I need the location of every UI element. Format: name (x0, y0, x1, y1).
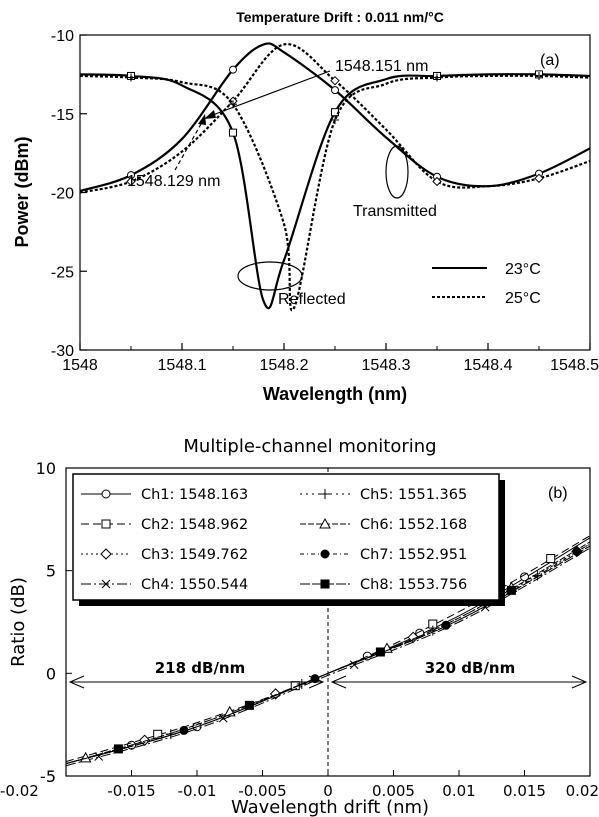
chart-b-point (319, 517, 331, 529)
chart-b-ticks: -0.02 -0.015 -0.01 -0.005 0 0.005 0.01 0.015 0.0… (0, 459, 599, 800)
chart-b-series-line (65, 547, 591, 767)
chart-b-xtick-label: -0.005 (238, 782, 286, 800)
reflected-marker-ellipse (237, 261, 303, 291)
chart-a-series (79, 42, 591, 312)
chart-b-xtick-label: 0.01 (442, 782, 475, 800)
chart-a-point (331, 116, 339, 125)
chart-a-ytick-label: -30 (51, 343, 74, 360)
legend-label: Ch6: 1552.168 (360, 517, 467, 533)
chart-a-ticks: 1548 1548.1 1548.2 1548.3 1548.4 1548.5 -10 -15… (51, 28, 599, 374)
chart-b-xtick-label: 0.005 (372, 782, 415, 800)
chart-a-point (126, 176, 136, 187)
chart-a-xtick-label: 1548 (62, 357, 98, 374)
chart-b-point (113, 744, 123, 754)
chart-b-panel-label: (b) (548, 485, 568, 502)
chart-a-xtick-label: 1548.3 (362, 357, 411, 374)
chart-b-point (101, 519, 111, 529)
chart-a-point (535, 71, 543, 80)
chart-b-point (101, 579, 111, 589)
chart-b-series (65, 535, 591, 767)
chart-a-series-line (79, 74, 591, 312)
chart-a-ylabel: Power (dBm) (12, 136, 32, 247)
chart-b-xtick-label: -0.02 (0, 782, 39, 800)
annotation-1548-129: 1548.129 nm (127, 173, 220, 190)
chart-a-point (432, 176, 442, 187)
chart-a-point (127, 73, 135, 82)
chart-a-ytick-label: -20 (51, 186, 74, 203)
chart-b-point (506, 585, 516, 595)
chart-a-point (229, 65, 237, 74)
chart-b-xtick-label: -0.015 (107, 782, 155, 800)
chart-a-title: Temperature Drift : 0.011 nm/°C (236, 9, 444, 25)
chart-b-ytick-label: 5 (46, 562, 56, 581)
annotation-transmitted: Transmitted (353, 203, 437, 220)
chart-a-series-line (79, 73, 591, 310)
chart-a-point (534, 173, 544, 184)
chart-a-point (229, 128, 237, 137)
arrowhead-1548-151 (204, 110, 216, 119)
chart-b-point (101, 489, 111, 499)
chart-a-point (331, 86, 339, 95)
chart-b-ytick-label: -5 (40, 767, 56, 786)
chart-b-point (153, 729, 163, 739)
chart-a-point (433, 73, 441, 82)
chart-a-legend: 23°C 25°C (432, 261, 541, 307)
chart-b-point (320, 579, 330, 589)
chart-b-xlabel: Wavelength drift (nm) (231, 797, 429, 817)
chart-b-ytick-label: 0 (46, 664, 56, 683)
chart-b-point (320, 489, 330, 499)
legend-label: Ch2: 1548.962 (141, 517, 248, 533)
arrow-1548-129 (174, 116, 206, 171)
arrowhead-1548-129 (198, 114, 206, 125)
legend-label: Ch8: 1553.756 (360, 577, 467, 593)
legend-label-23c: 23°C (505, 261, 541, 278)
annotation-1548-151: 1548.151 nm (335, 58, 428, 75)
legend-label: Ch1: 1548.163 (141, 487, 248, 503)
chart-b-ytick-label: 10 (36, 459, 56, 478)
chart-b-xtick-label: 0 (323, 782, 333, 800)
chart-a-xtick-label: 1548.5 (550, 357, 599, 374)
chart-b: Multiple-channel monitoring -0.02 -0.015-… (0, 436, 599, 817)
legend-box (72, 473, 500, 601)
chart-b-point (244, 700, 254, 710)
chart-a: Temperature Drift : 0.011 nm/°C 1548 1548… (12, 9, 599, 404)
chart-a-xtick-label: 1548.1 (158, 357, 207, 374)
chart-b-title: Multiple-channel monitoring (183, 436, 436, 457)
chart-b-point (375, 647, 385, 657)
chart-a-xlabel: Wavelength (nm) (263, 384, 407, 404)
left-slope-arrow (68, 675, 325, 689)
annotation-left-slope: 218 dB/nm (155, 659, 246, 677)
chart-b-point (441, 620, 451, 630)
legend-label: Ch4: 1550.544 (141, 577, 248, 593)
legend-label: Ch3: 1549.762 (141, 547, 248, 563)
chart-b-xtick-label: 0.015 (503, 782, 546, 800)
chart-b-point (320, 549, 330, 559)
chart-b-xtick-label: 0.02 (566, 782, 599, 800)
chart-a-ytick-label: -25 (51, 264, 74, 281)
chart-b-ylabel: Ratio (dB) (8, 577, 29, 667)
transmitted-marker-ellipse (385, 145, 409, 199)
chart-b-point (179, 725, 189, 735)
arrow-1548-151 (209, 70, 331, 117)
chart-a-panel-label: (a) (540, 52, 560, 69)
chart-a-series-line (79, 43, 591, 194)
chart-a-ytick-label: -15 (51, 107, 74, 124)
chart-a-xtick-label: 1548.4 (464, 357, 513, 374)
chart-a-xtick-label: 1548.2 (260, 357, 309, 374)
legend-label: Ch5: 1551.365 (360, 487, 467, 503)
chart-b-xtick-label: -0.01 (178, 782, 217, 800)
right-slope-arrow (330, 675, 588, 689)
chart-a-ytick-label: -10 (51, 28, 74, 45)
legend-label-25c: 25°C (505, 290, 541, 307)
chart-b-point (546, 554, 556, 564)
chart-a-point (330, 75, 340, 86)
chart-b-legend: Ch1: 1548.163 Ch2: 1548.962 Ch3: 1549.762 C… (72, 473, 505, 606)
annotation-reflected: Reflected (278, 291, 346, 308)
chart-b-point (100, 548, 112, 560)
legend-label: Ch7: 1552.951 (360, 547, 467, 563)
annotation-right-slope: 320 dB/nm (425, 659, 516, 677)
